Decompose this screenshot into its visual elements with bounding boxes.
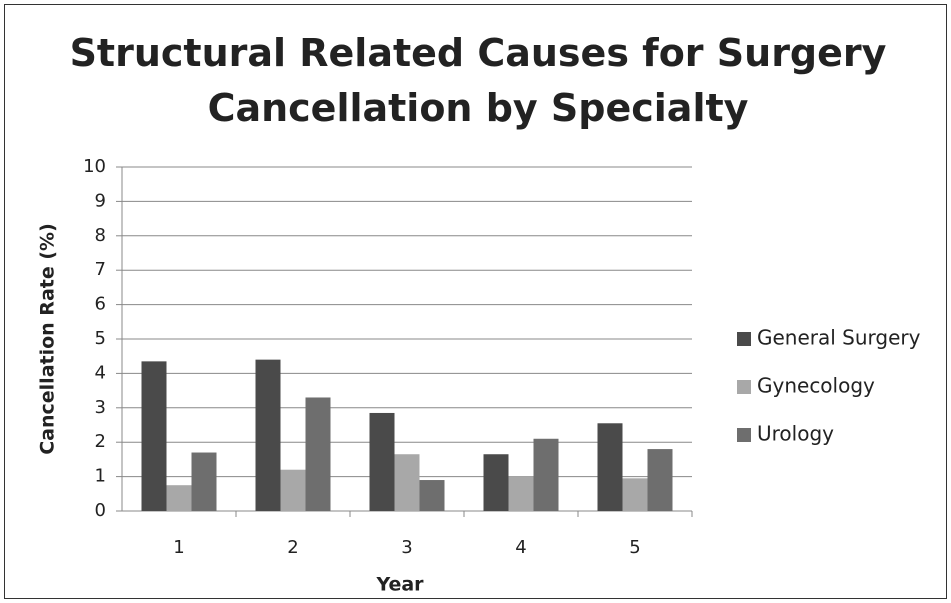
bar <box>305 397 331 511</box>
y-tick-label: 4 <box>95 362 106 383</box>
legend-label: Urology <box>757 422 834 446</box>
bar <box>508 476 534 511</box>
bar <box>483 454 509 511</box>
chart-title-line: Cancellation by Specialty <box>208 86 749 130</box>
bar <box>369 412 395 511</box>
y-tick-label: 3 <box>95 397 106 418</box>
x-tick-label: 4 <box>515 537 526 558</box>
bar <box>419 480 445 511</box>
bar <box>255 359 281 511</box>
y-tick-label: 10 <box>83 156 106 177</box>
x-tick-label: 2 <box>287 537 298 558</box>
y-tick-label: 7 <box>95 259 106 280</box>
bar <box>280 469 306 511</box>
chart-title: Structural Related Causes for Surgery Can… <box>70 31 887 130</box>
legend-label: Gynecology <box>757 374 875 398</box>
y-tick-label: 8 <box>95 225 106 246</box>
bar <box>141 361 167 511</box>
x-tick-label: 5 <box>629 537 640 558</box>
chart-title-text: Structural Related Causes for Surgery <box>70 31 887 75</box>
legend-swatch <box>737 380 751 394</box>
bar <box>622 478 648 511</box>
y-tick-label: 5 <box>95 328 106 349</box>
y-tick-label: 0 <box>95 500 106 521</box>
y-axis-title: Cancellation Rate (%) <box>37 223 59 455</box>
bar <box>394 454 420 511</box>
x-axis-title: Year <box>375 574 424 596</box>
bar <box>166 485 192 511</box>
legend-swatch <box>737 332 751 346</box>
legend-label: General Surgery <box>757 326 921 350</box>
bar <box>533 438 559 511</box>
y-tick-label: 9 <box>95 190 106 211</box>
y-tick-label: 1 <box>95 466 106 487</box>
y-tick-label: 2 <box>95 431 106 452</box>
bar <box>191 452 217 511</box>
bar <box>647 449 673 511</box>
legend-swatch <box>737 428 751 442</box>
bar <box>597 423 623 511</box>
x-tick-label: 1 <box>173 537 184 558</box>
y-tick-label: 6 <box>95 294 106 315</box>
x-tick-label: 3 <box>401 537 412 558</box>
